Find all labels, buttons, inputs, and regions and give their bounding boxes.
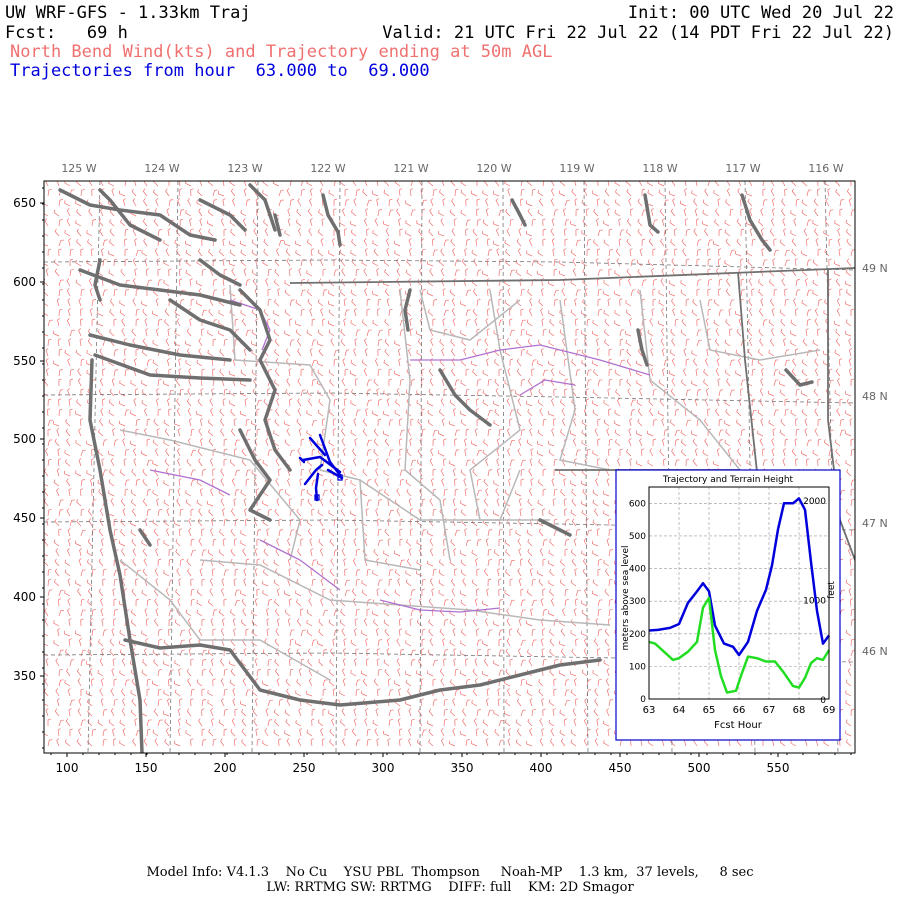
y-tick-label: 350 (13, 669, 36, 683)
x-tick-label: 300 (372, 761, 395, 775)
county-borders (119, 284, 821, 681)
y-tick-label: 550 (13, 354, 36, 368)
map-tick-marks (40, 187, 852, 757)
trajectory-range: Trajectories from hour 63.000 to 69.000 (10, 61, 430, 81)
y-tick-label: 600 (13, 275, 36, 289)
x-tick-label: 350 (451, 761, 474, 775)
longitude-label: 118 W (642, 162, 677, 175)
x-tick-label: 200 (214, 761, 237, 775)
forecast-hour: Fcst: 69 h (5, 23, 128, 43)
longitude-label: 121 W (393, 162, 428, 175)
rivers (149, 299, 651, 613)
longitude-label: 117 W (725, 162, 760, 175)
x-tick-label: 550 (767, 761, 790, 775)
longitude-label: 116 W (808, 162, 843, 175)
map-frame (43, 180, 856, 754)
state-borders (289, 267, 855, 621)
wind-barbs (44, 181, 855, 747)
model-physics: LW: RRTMG SW: RRTMG DIFF: full KM: 2D Sm… (266, 880, 634, 895)
init-time: Init: 00 UTC Wed 20 Jul 22 (627, 3, 894, 23)
y-tick-label: 450 (13, 511, 36, 525)
x-tick-label: 250 (293, 761, 316, 775)
longitude-label: 123 W (227, 162, 262, 175)
y-tick-label: 500 (13, 432, 36, 446)
model-info: Model Info: V4.1.3 No Cu YSU PBL Thompso… (146, 865, 754, 880)
longitude-label: 119 W (559, 162, 594, 175)
longitude-label: 122 W (310, 162, 345, 175)
model-title: UW WRF-GFS - 1.33km Traj (5, 3, 251, 23)
map-axis-labels: 650 600 550 500 450 400 350 100 150 200 250 300 350 4… (13, 162, 888, 775)
x-tick-label: 400 (530, 761, 553, 775)
latlon-grid (44, 181, 855, 753)
longitude-label: 125 W (61, 162, 96, 175)
latitude-label: 48 N (862, 390, 888, 403)
latitude-label: 47 N (862, 517, 888, 530)
x-tick-label: 100 (56, 761, 79, 775)
x-tick-label: 500 (688, 761, 711, 775)
y-tick-label: 650 (13, 196, 36, 210)
valid-time: Valid: 21 UTC Fri 22 Jul 22 (14 PDT Fri … (382, 23, 894, 43)
coastline (58, 183, 814, 753)
product-title: North Bend Wind(kts) and Trajectory endi… (10, 42, 553, 62)
trajectory-path (298, 433, 344, 502)
latitude-label: 49 N (862, 262, 888, 275)
x-tick-label: 450 (609, 761, 632, 775)
x-tick-label: 150 (135, 761, 158, 775)
y-tick-label: 400 (13, 590, 36, 604)
longitude-label: 124 W (144, 162, 179, 175)
latitude-label: 46 N (862, 645, 888, 658)
longitude-label: 120 W (476, 162, 511, 175)
